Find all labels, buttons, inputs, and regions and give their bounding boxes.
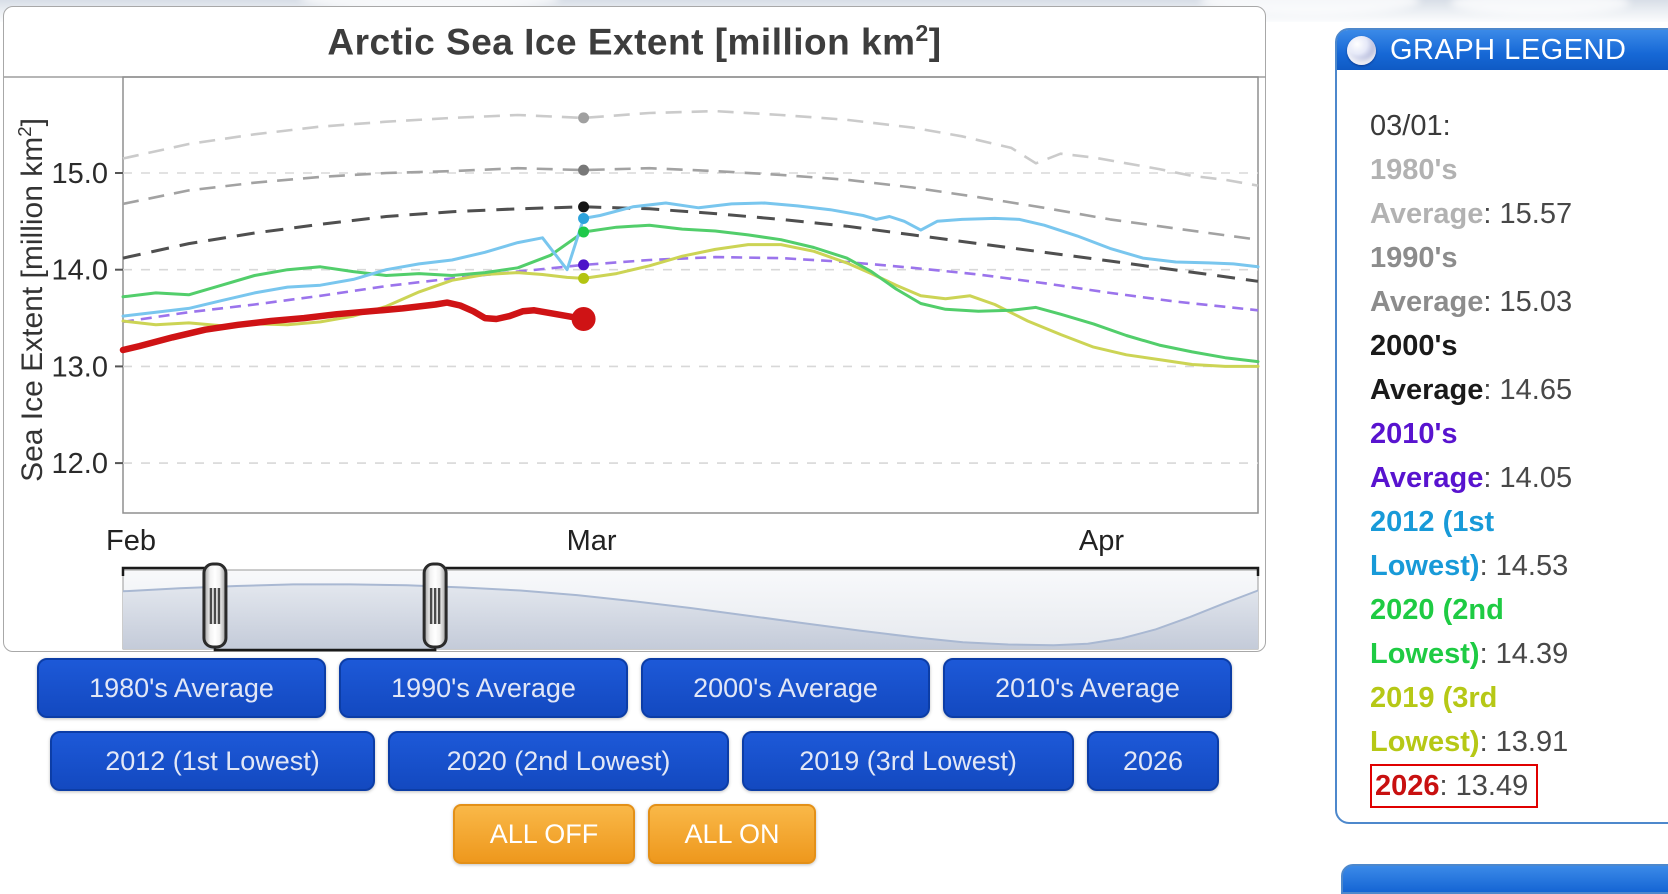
button-row-2: 2012 (1st Lowest) 2020 (2nd Lowest) 2019 (… — [3, 731, 1266, 791]
legend-entry-2010-s-average: 2010's Average: 14.05 — [1370, 412, 1575, 500]
legend-entry-value: : 14.39 — [1479, 638, 1569, 670]
graph-legend-panel: GRAPH LEGEND 03/01: 1980's Average: 15.5… — [1335, 28, 1668, 824]
legend-entry-2000-s-average: 2000's Average: 14.65 — [1370, 324, 1575, 412]
legend-entry-label: 1980's Average — [1370, 154, 1484, 230]
next-panel-header — [1341, 864, 1668, 894]
button-row-1: 1980's Average 1990's Average 2000's Avera… — [3, 658, 1266, 718]
series-line-2020-2nd-lowest — [121, 223, 1260, 364]
series-line-1980-s-average — [122, 109, 1259, 187]
highlight-box: 2026: 13.49 — [1370, 764, 1539, 808]
graph-legend-title: GRAPH LEGEND — [1390, 33, 1627, 66]
series-line-2019-3rd-lowest — [121, 243, 1260, 368]
legend-entry-2019-3rd-lowest: 2019 (3rd Lowest): 13.91 — [1370, 676, 1575, 764]
plot-border — [122, 76, 1259, 514]
marker-2010-s-average — [578, 259, 590, 271]
legend-entry-label: 1990's Average — [1370, 242, 1484, 318]
legend-date: 03/01: — [1370, 110, 1451, 142]
cloud-shape — [1450, 0, 1630, 16]
marker-2020-2nd-lowest — [578, 226, 590, 238]
graph-legend-body: 03/01: 1980's Average: 15.57 1990's Avera… — [1337, 70, 1668, 808]
series-line-1990-s-average — [122, 166, 1259, 241]
series-line-2010-s-average — [122, 255, 1259, 324]
legend-entry-2026: 2026: 13.49 — [1370, 764, 1668, 808]
legend-entry-2020-2nd-lowest: 2020 (2nd Lowest): 14.39 — [1370, 588, 1575, 676]
legend-entry-value: : 13.49 — [1439, 770, 1529, 802]
slider-handle-start[interactable] — [202, 562, 228, 649]
legend-entry-value: : 15.57 — [1483, 198, 1573, 230]
series-line-2000-s-average — [122, 205, 1259, 283]
btn-2012-1st-lowest[interactable]: 2012 (1st Lowest) — [50, 731, 375, 791]
y-tick-label: 15.0 — [52, 158, 108, 190]
legend-entry-label: 2010's Average — [1370, 418, 1484, 494]
legend-entry-value: : 13.91 — [1479, 726, 1569, 758]
marker-2000-s-average — [578, 201, 590, 213]
title-superscript: 2 — [915, 20, 929, 46]
legend-entry-label: 2020 (2nd Lowest) — [1370, 594, 1504, 670]
legend-entry-value: : 14.65 — [1483, 374, 1573, 406]
marker-1980-s-average — [578, 112, 590, 124]
legend-entry-2012-1st-lowest: 2012 (1st Lowest): 14.53 — [1370, 500, 1575, 588]
series-toggle-buttons: 1980's Average 1990's Average 2000's Avera… — [3, 658, 1266, 864]
brush-bracket-right — [435, 566, 1260, 576]
marker-1990-s-average — [578, 164, 590, 176]
y-tick-label: 12.0 — [52, 448, 108, 480]
marker-2012-1st-lowest — [578, 212, 590, 224]
btn-all-off[interactable]: ALL OFF — [453, 804, 635, 864]
legend-entry-label: 2019 (3rd Lowest) — [1370, 682, 1498, 758]
btn-2020-2nd-lowest[interactable]: 2020 (2nd Lowest) — [388, 731, 729, 791]
x-tick-label-apr: Apr — [1079, 525, 1124, 557]
legend-entry-label: 2000's Average — [1370, 330, 1484, 406]
slider-handle-end[interactable] — [422, 562, 448, 649]
legend-entry-1990-s-average: 1990's Average: 15.03 — [1370, 236, 1575, 324]
brush-bracket-left — [121, 566, 215, 576]
series-line-2026 — [119, 299, 587, 354]
btn-2000-s-average[interactable]: 2000's Average — [641, 658, 930, 718]
series-line-2012-1st-lowest — [121, 201, 1260, 318]
x-tick-label-feb: Feb — [106, 525, 156, 557]
btn-2010-s-average[interactable]: 2010's Average — [943, 658, 1232, 718]
slider-wave-area — [123, 584, 1258, 649]
sea-ice-extent-chart: 15.0 14.0 13.0 12.0 Feb Mar Apr — [4, 76, 1266, 652]
chart-title: Arctic Sea Ice Extent [million km2] — [327, 20, 942, 63]
legend-entry-value: : 14.05 — [1483, 462, 1573, 494]
btn-all-on[interactable]: ALL ON — [648, 804, 816, 864]
legend-entry-label: 2012 (1st Lowest) — [1370, 506, 1495, 582]
x-tick-label-mar: Mar — [567, 525, 617, 557]
marker-2026 — [571, 307, 596, 332]
slider-wave-line — [122, 583, 1259, 647]
btn-1980-s-average[interactable]: 1980's Average — [37, 658, 326, 718]
legend-entry-label: 2026 — [1375, 770, 1440, 802]
btn-2026[interactable]: 2026 — [1087, 731, 1219, 791]
sphere-icon — [1347, 35, 1376, 65]
legend-entry-value: : 14.53 — [1479, 550, 1569, 582]
y-tick-label: 13.0 — [52, 351, 108, 383]
y-tick-label: 14.0 — [52, 255, 108, 287]
legend-entry-value: : 15.03 — [1483, 286, 1573, 318]
marker-2019-3rd-lowest — [578, 272, 590, 284]
legend-entry-1980-s-average: 1980's Average: 15.57 — [1370, 148, 1575, 236]
graph-legend-header: GRAPH LEGEND — [1337, 30, 1668, 70]
btn-2019-3rd-lowest[interactable]: 2019 (3rd Lowest) — [742, 731, 1074, 791]
btn-1990-s-average[interactable]: 1990's Average — [339, 658, 628, 718]
button-row-3: ALL OFF ALL ON — [3, 804, 1266, 864]
